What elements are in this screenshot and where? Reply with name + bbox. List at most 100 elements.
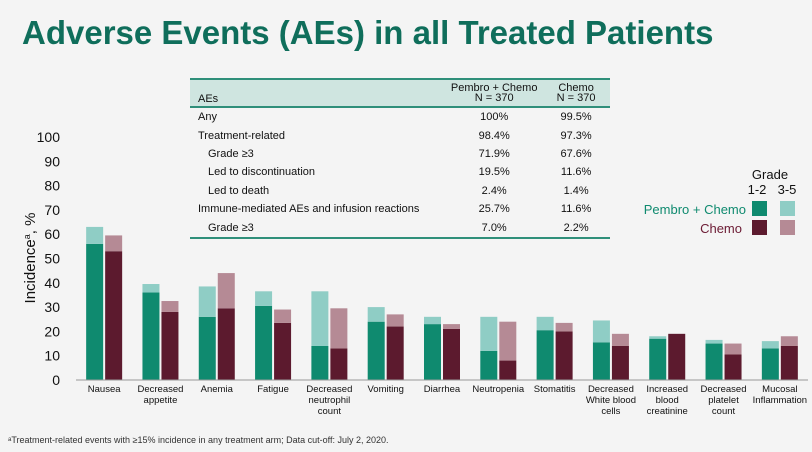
row-label: Treatment-related bbox=[198, 129, 286, 142]
x-category-label: Anemia bbox=[201, 384, 234, 395]
bar-pembro-grade-1-2 bbox=[424, 324, 441, 380]
bar-pembro-grade-3-5 bbox=[424, 316, 441, 325]
x-category-label: blood bbox=[656, 395, 679, 406]
row-pembro-value: 98.4% bbox=[478, 129, 510, 142]
x-category-label: Increased bbox=[646, 384, 688, 395]
x-category-label: Decreased bbox=[588, 384, 634, 395]
bar-chemo-grade-3-5 bbox=[217, 273, 235, 309]
bar-pembro-grade-3-5 bbox=[311, 291, 329, 346]
y-tick-label: 70 bbox=[44, 202, 60, 218]
y-tick-label: 100 bbox=[37, 129, 61, 145]
x-category-label: Decreased bbox=[137, 384, 183, 395]
bar-pembro-grade-1-2 bbox=[311, 345, 329, 380]
y-tick-label: 10 bbox=[44, 348, 60, 364]
bar-pembro-grade-1-2 bbox=[142, 292, 160, 380]
row-chemo-value: 2.2% bbox=[542, 218, 610, 239]
bar-chemo-grade-1-2 bbox=[386, 326, 404, 380]
bar-pembro-grade-3-5 bbox=[198, 286, 216, 317]
bar-pembro-grade-3-5 bbox=[86, 226, 104, 244]
bar-chemo-grade-1-2 bbox=[499, 360, 517, 380]
bar-pembro-grade-3-5 bbox=[761, 341, 779, 349]
bar-chemo-grade-1-2 bbox=[105, 251, 123, 380]
row-chemo-value: 11.6% bbox=[560, 203, 592, 216]
legend-swatch-chemo-low bbox=[752, 220, 767, 235]
y-tick-label: 90 bbox=[44, 153, 60, 169]
bar-pembro-grade-1-2 bbox=[255, 305, 273, 380]
footnote: ᵃTreatment-related events with ≥15% inci… bbox=[8, 435, 389, 445]
bar-chemo-grade-3-5 bbox=[611, 333, 629, 346]
row-label: Immune-mediated AEs and infusion reactio… bbox=[198, 203, 420, 216]
table-header-row: AEs Pembro + Chemo N = 370 Chemo N = 370 bbox=[190, 78, 610, 108]
row-pembro-value: 25.7% bbox=[478, 203, 510, 216]
bar-chemo-grade-3-5 bbox=[724, 343, 742, 355]
x-category-label: Mucosal bbox=[762, 384, 797, 395]
table-header-chemo: Chemo N = 370 bbox=[542, 78, 610, 108]
row-label: Led to death bbox=[208, 184, 270, 197]
x-category-label: Neutropenia bbox=[472, 384, 524, 395]
bar-chemo-grade-3-5 bbox=[161, 301, 179, 312]
x-category-label: White blood bbox=[586, 395, 636, 406]
y-axis-label: Incidencea, % bbox=[22, 213, 39, 304]
table-row: Any 100% 99.5% bbox=[190, 107, 610, 126]
x-category-label: Fatigue bbox=[257, 384, 289, 395]
y-tick-label: 80 bbox=[44, 178, 60, 194]
bar-pembro-grade-1-2 bbox=[367, 321, 385, 380]
x-category-label: Decreased bbox=[306, 384, 352, 395]
bar-chemo-grade-1-2 bbox=[668, 333, 686, 380]
legend-swatch-chemo-high bbox=[780, 220, 795, 235]
row-chemo-value: 67.6% bbox=[560, 147, 592, 160]
x-category-label: neutrophil bbox=[309, 395, 351, 406]
x-category-label: count bbox=[318, 406, 342, 417]
table-row: Led to death 2.4% 1.4% bbox=[190, 182, 610, 200]
bar-chemo-grade-1-2 bbox=[555, 331, 573, 380]
y-tick-label: 60 bbox=[44, 226, 60, 242]
x-category-label: count bbox=[712, 406, 736, 417]
bar-chemo-grade-3-5 bbox=[330, 308, 348, 349]
legend: Grade 1-2 3-5 Pembro + Chemo Chemo bbox=[644, 167, 797, 236]
bar-pembro-grade-1-2 bbox=[592, 342, 610, 380]
row-chemo-value: 11.6% bbox=[560, 166, 592, 179]
page-title: Adverse Events (AEs) in all Treated Pati… bbox=[22, 14, 714, 51]
bar-pembro-grade-1-2 bbox=[480, 350, 498, 380]
bar-pembro-grade-1-2 bbox=[761, 348, 779, 380]
row-pembro-value: 100% bbox=[480, 111, 509, 124]
bar-chemo-grade-3-5 bbox=[499, 321, 517, 361]
bar-chemo-grade-1-2 bbox=[724, 354, 742, 380]
row-chemo-value: 99.5% bbox=[560, 111, 592, 124]
bar-pembro-grade-3-5 bbox=[480, 316, 498, 351]
y-tick-label: 20 bbox=[44, 323, 60, 339]
legend-chemo-label: Chemo bbox=[700, 221, 742, 236]
bar-chemo-grade-1-2 bbox=[217, 308, 235, 380]
bar-chemo-grade-3-5 bbox=[443, 324, 460, 329]
bar-pembro-grade-1-2 bbox=[536, 330, 554, 380]
row-label: Any bbox=[198, 111, 217, 124]
legend-title: Grade bbox=[752, 167, 788, 182]
bar-pembro-grade-1-2 bbox=[86, 243, 104, 380]
row-label: Grade ≥3 bbox=[208, 147, 254, 160]
bar-pembro-grade-3-5 bbox=[592, 320, 610, 343]
bar-chemo-grade-3-5 bbox=[386, 314, 404, 327]
x-category-label: Nausea bbox=[88, 384, 121, 395]
table-row: Treatment-related 98.4% 97.3% bbox=[190, 126, 610, 144]
bar-chemo-grade-1-2 bbox=[330, 348, 348, 380]
row-chemo-value: 97.3% bbox=[560, 129, 592, 142]
table-row: Grade ≥3 71.9% 67.6% bbox=[190, 145, 610, 163]
row-pembro-value: 19.5% bbox=[478, 166, 510, 179]
x-category-label: creatinine bbox=[647, 406, 688, 417]
table-row: Immune-mediated AEs and infusion reactio… bbox=[190, 200, 610, 218]
table-header-aes: AEs bbox=[190, 78, 447, 108]
bar-chemo-grade-3-5 bbox=[555, 322, 573, 332]
ae-summary-table: AEs Pembro + Chemo N = 370 Chemo N = 370… bbox=[190, 78, 610, 239]
table-row: Led to discontinuation 19.5% 11.6% bbox=[190, 163, 610, 181]
y-tick-label: 40 bbox=[44, 275, 60, 291]
table-header-pembro: Pembro + Chemo N = 370 bbox=[446, 78, 543, 108]
row-label: Led to discontinuation bbox=[208, 166, 316, 179]
bar-chemo-grade-1-2 bbox=[611, 345, 629, 380]
bar-pembro-grade-3-5 bbox=[649, 336, 667, 339]
y-tick-label: 30 bbox=[44, 299, 60, 315]
table-row: Grade ≥3 7.0% 2.2% bbox=[190, 218, 610, 239]
bar-pembro-grade-3-5 bbox=[536, 316, 554, 331]
x-category-label: Diarrhea bbox=[424, 384, 461, 395]
row-pembro-value: 7.0% bbox=[446, 218, 543, 239]
